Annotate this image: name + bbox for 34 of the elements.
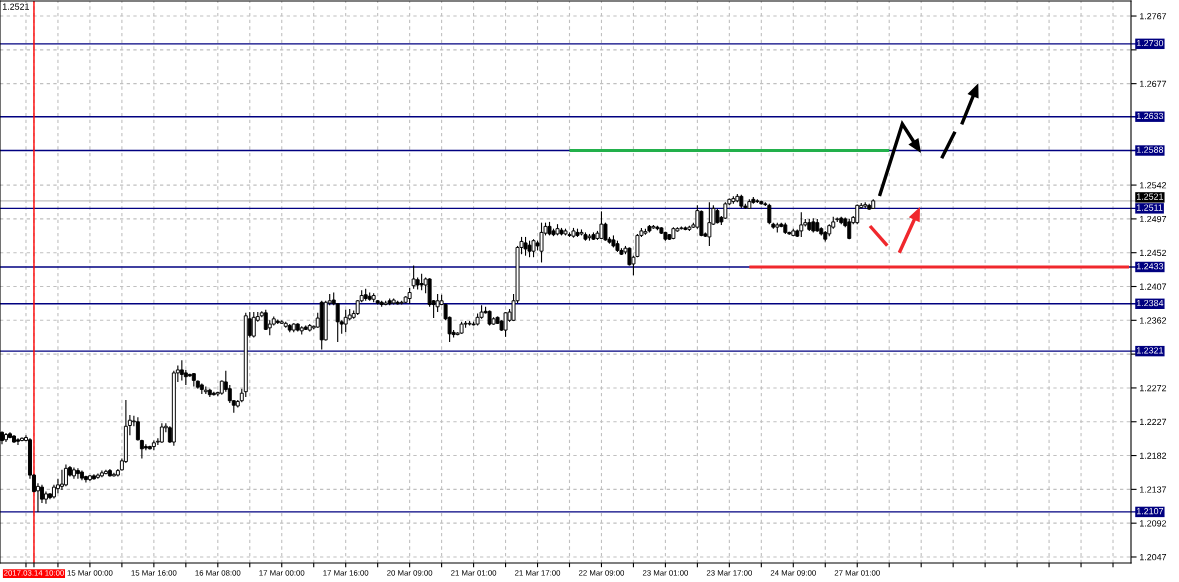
ref-line-label: 1.2588 [1136, 146, 1164, 153]
ref-line-label: 1.2321 [1136, 347, 1164, 354]
candlestick [251, 311, 256, 339]
ref-line-label: 1.2433 [1136, 263, 1164, 270]
annotation: 1.2521 [2, 3, 30, 10]
candlestick [159, 422, 164, 444]
ref-line-label: 1.2107 [1136, 508, 1164, 515]
ref-line-label: 1.2511 [1136, 204, 1163, 211]
y-tick-label: 1.2182 [1140, 452, 1167, 459]
candlestick [59, 469, 64, 491]
y-tick-label: 1.2227 [1140, 418, 1167, 425]
y-tick-label: 1.2767 [1140, 13, 1167, 20]
candlestick [707, 201, 712, 247]
candlestick [539, 222, 544, 264]
candlestick [16, 437, 20, 446]
y-tick-label: 1.2497 [1140, 215, 1167, 223]
y-tick-label: 1.2137 [1140, 486, 1167, 493]
y-tick-label: 1.2407 [1140, 283, 1167, 290]
ref-line-label: 1.2384 [1136, 299, 1164, 307]
y-tick-label: 1.2047 [1140, 554, 1167, 561]
y-tick-label: 1.2677 [1140, 80, 1167, 87]
y-tick-label: 1.2542 [1140, 182, 1167, 189]
candlestick [411, 264, 416, 290]
y-tick-label: 1.2272 [1140, 384, 1167, 392]
candlestick [227, 384, 232, 404]
y-tick-label: 1.2092 [1140, 520, 1167, 527]
y-tick-label: 1.2362 [1140, 317, 1167, 324]
ref-line-label: 1.2633 [1136, 112, 1164, 120]
candlestick [335, 302, 340, 343]
candlestick [767, 203, 772, 225]
ref-line-label: 1.2730 [1136, 39, 1164, 47]
candlestick [531, 238, 536, 258]
y-tick-label: 1.2452 [1140, 249, 1167, 257]
ref-line-label: 1.2521 [1136, 193, 1164, 200]
